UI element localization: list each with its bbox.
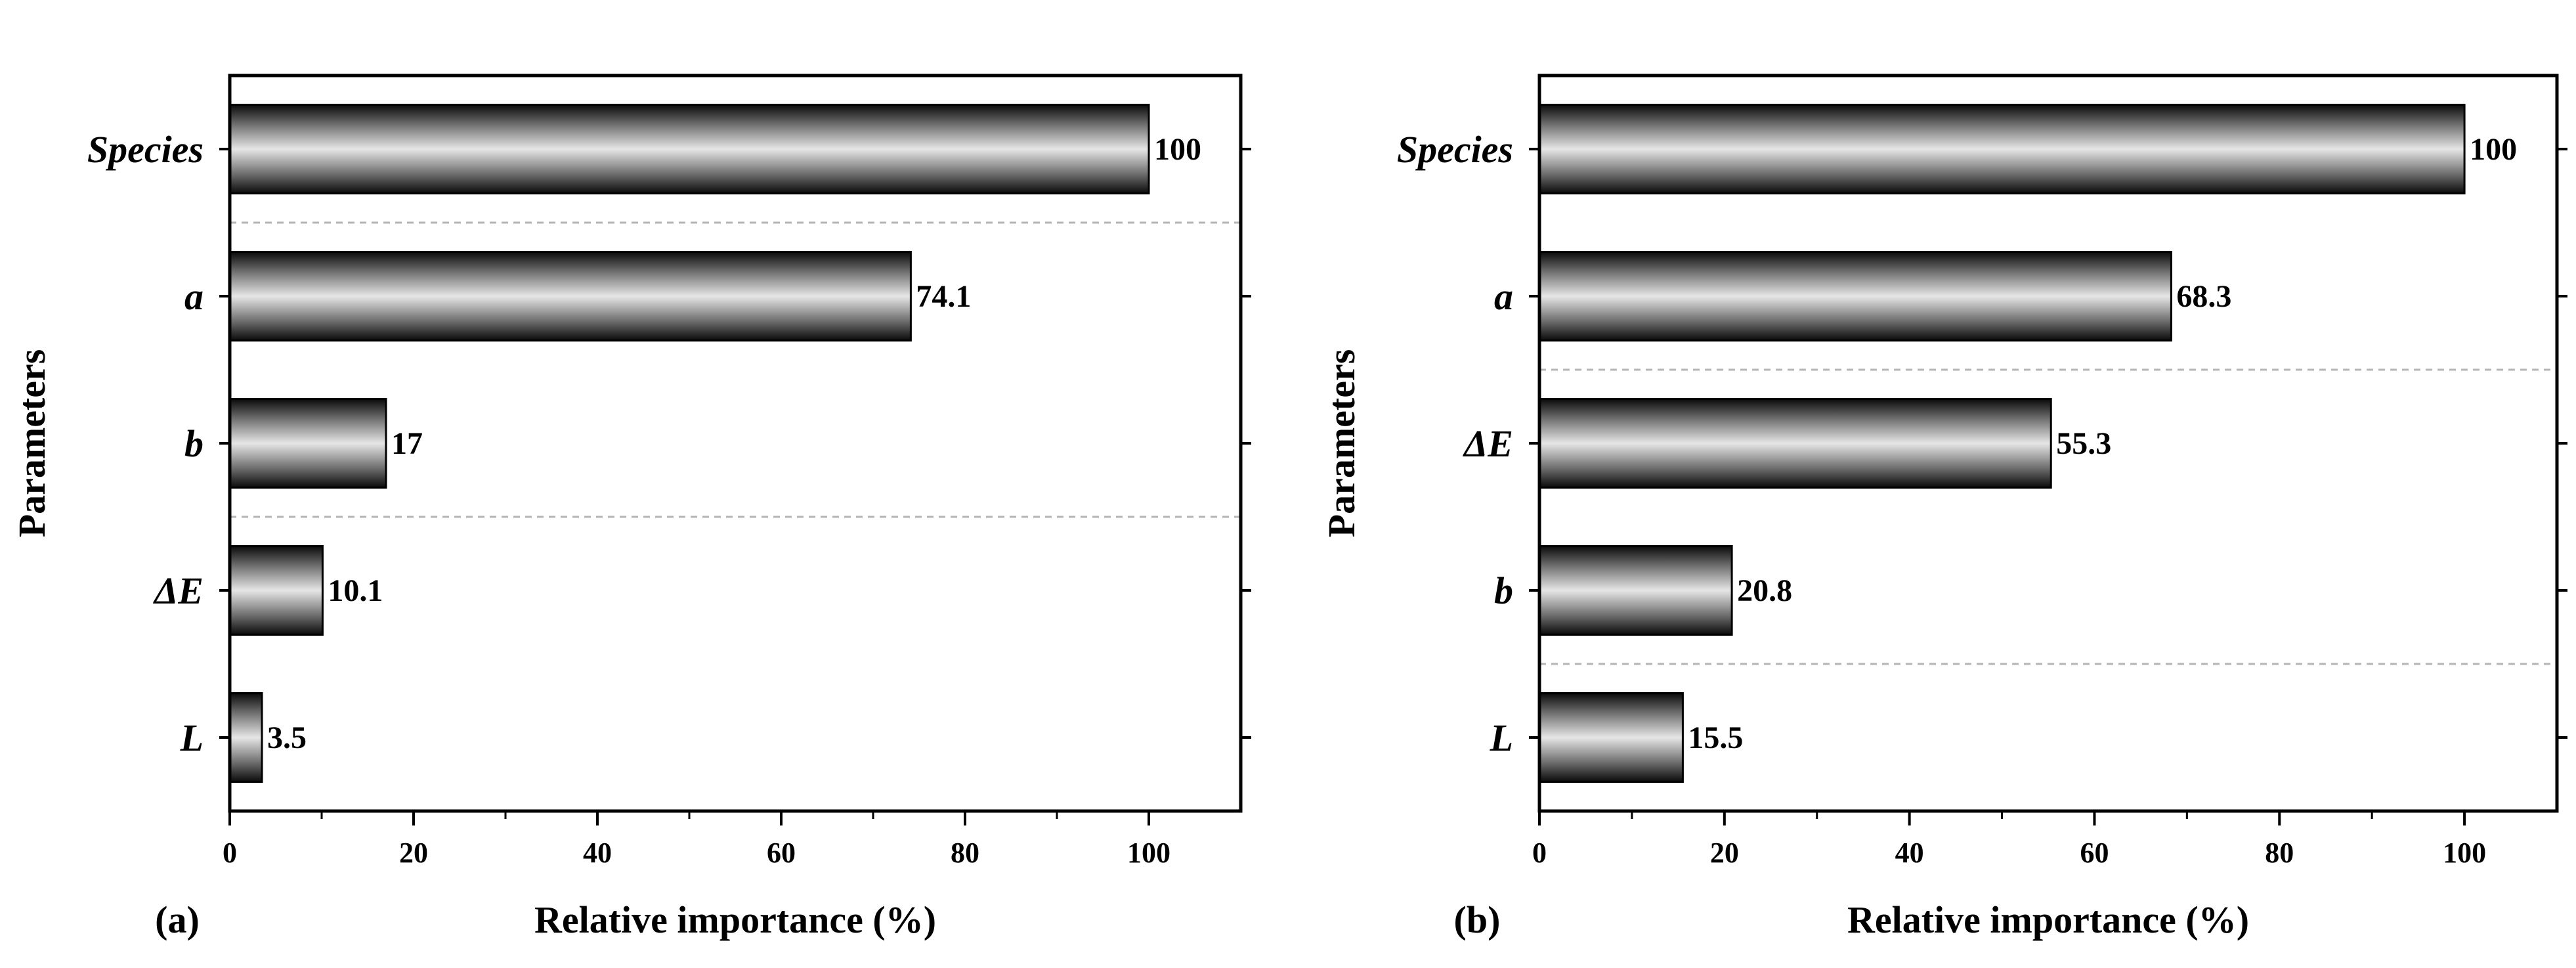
category-label: b	[1494, 569, 1513, 612]
x-tick-label: 100	[1127, 837, 1170, 869]
panel-b: 100 Species 68.3 a 55.3 ΔE 20.8 b 15.5 L 0 20 40 60 80…	[1320, 74, 2567, 941]
x-tick-label: 80	[951, 837, 979, 869]
bar	[228, 104, 1150, 194]
x-axis-title: Relative importance (%)	[534, 898, 936, 941]
value-label: 100	[1154, 132, 1201, 167]
bar	[1538, 692, 1684, 783]
y-axis-title: Parameters	[11, 349, 53, 538]
value-label: 100	[2470, 132, 2517, 167]
panel-label: (a)	[155, 898, 200, 941]
category-label: L	[180, 716, 204, 759]
category-label: Species	[87, 128, 204, 171]
plot-frame	[1537, 74, 2559, 813]
bar	[228, 398, 387, 489]
x-tick-label: 60	[767, 837, 796, 869]
value-label: 15.5	[1688, 720, 1743, 755]
category-label: a	[184, 275, 204, 318]
x-tick-label: 60	[2080, 837, 2109, 869]
x-tick-label: 0	[1532, 837, 1547, 869]
value-label: 68.3	[2176, 279, 2231, 314]
category-label: L	[1490, 716, 1513, 759]
category-label: a	[1494, 275, 1513, 318]
x-tick-label: 40	[1895, 837, 1924, 869]
x-tick-label: 20	[399, 837, 428, 869]
y-axis-title: Parameters	[1320, 349, 1363, 538]
value-label: 3.5	[267, 720, 307, 755]
plot-frame	[228, 74, 1243, 813]
category-label: ΔE	[1463, 422, 1513, 465]
category-label: ΔE	[153, 569, 204, 612]
value-label: 10.1	[328, 573, 383, 608]
x-tick-label: 80	[2265, 837, 2294, 869]
category-label: Species	[1397, 128, 1513, 171]
bar	[1538, 251, 2172, 341]
category-label: b	[184, 422, 204, 465]
value-label: 55.3	[2056, 426, 2111, 461]
bar	[228, 692, 263, 783]
value-label: 20.8	[1737, 573, 1792, 608]
bar	[228, 545, 324, 636]
value-label: 74.1	[916, 279, 971, 314]
x-tick-label: 20	[1710, 837, 1739, 869]
bar	[1538, 398, 2052, 489]
panel-a: 100 Species 74.1 a 17 b 10.1 ΔE 3.5 L 0 20 40 60 80 100…	[11, 74, 1251, 941]
bar	[1538, 545, 1733, 636]
x-tick-label: 0	[223, 837, 237, 869]
x-tick-label: 100	[2443, 837, 2486, 869]
x-tick-label: 40	[583, 837, 612, 869]
panel-label: (b)	[1454, 898, 1501, 941]
bar	[228, 251, 912, 341]
bar	[1538, 104, 2466, 194]
x-axis-title: Relative importance (%)	[1847, 898, 2249, 941]
value-label: 17	[391, 426, 423, 461]
